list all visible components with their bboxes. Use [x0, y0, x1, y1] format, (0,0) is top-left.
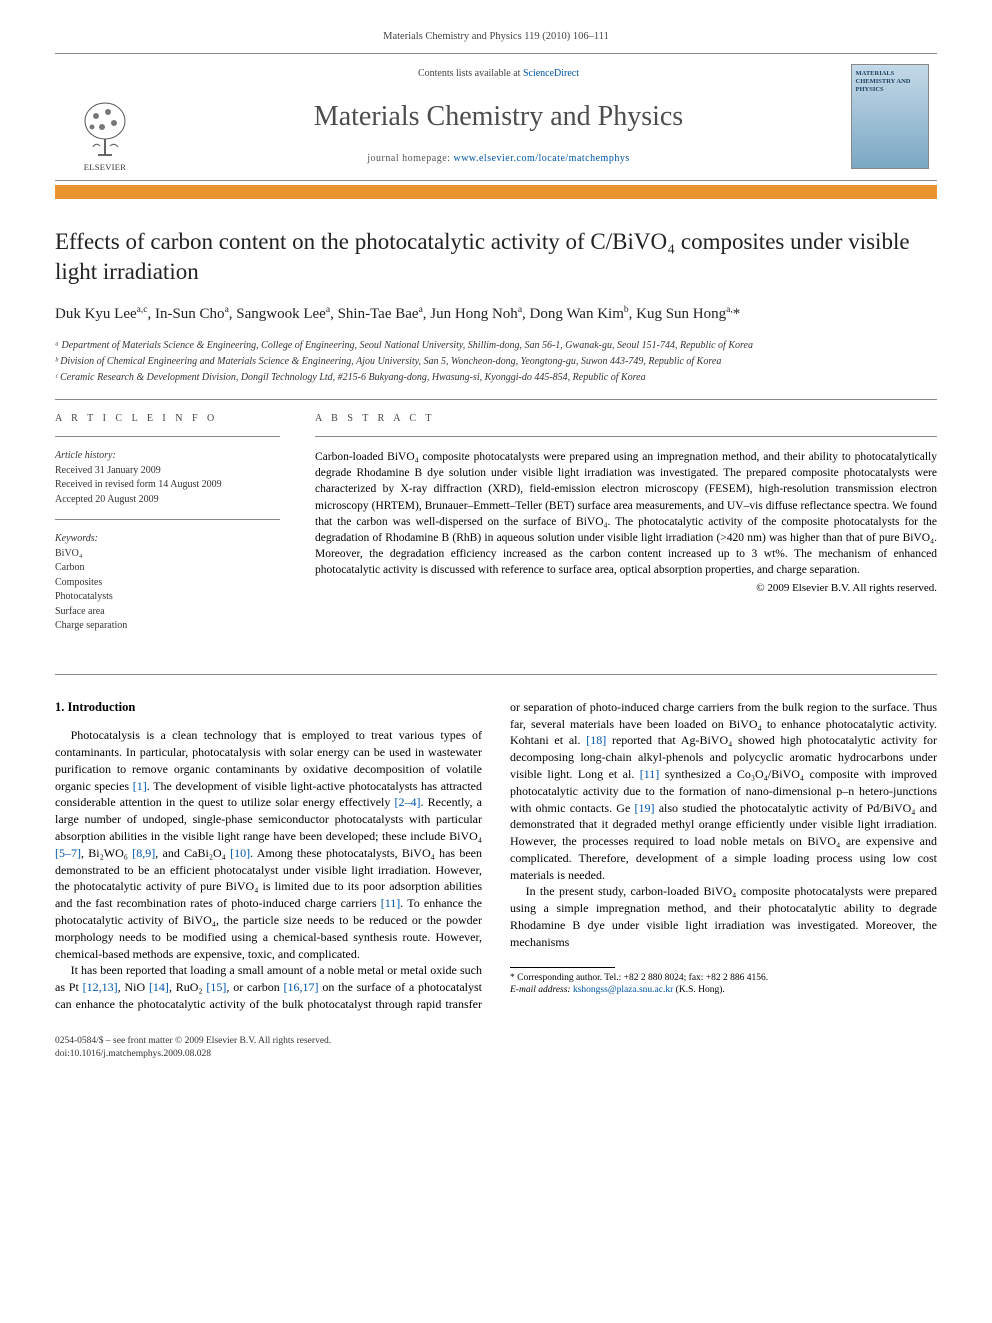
- accepted-date: Accepted 20 August 2009: [55, 493, 280, 508]
- corresponding-author: * Corresponding author. Tel.: +82 2 880 …: [510, 972, 937, 985]
- homepage-line: journal homepage: www.elsevier.com/locat…: [367, 152, 629, 166]
- info-abstract-row: A R T I C L E I N F O Article history: R…: [55, 412, 937, 646]
- abstract-column: A B S T R A C T Carbon-loaded BiVO₄ comp…: [315, 412, 937, 646]
- history-block: Article history: Received 31 January 200…: [55, 449, 280, 507]
- footer-issn: 0254-0584/$ – see front matter © 2009 El…: [55, 1035, 937, 1048]
- affiliation-item: ᵃ Department of Materials Science & Engi…: [55, 338, 937, 353]
- affiliations-block: ᵃ Department of Materials Science & Engi…: [55, 338, 937, 385]
- orange-divider-bar: [55, 185, 937, 199]
- author-list: Duk Kyu Leea,c, In-Sun Choa, Sangwook Le…: [55, 304, 937, 326]
- banner-center: Contents lists available at ScienceDirec…: [155, 54, 842, 180]
- keyword-item: Surface area: [55, 605, 280, 620]
- email-label: E-mail address:: [510, 985, 573, 995]
- cover-title: MATERIALS CHEMISTRY AND PHYSICS: [856, 70, 924, 94]
- footnote-rule: [510, 967, 615, 968]
- keyword-item: Charge separation: [55, 619, 280, 634]
- publisher-name: ELSEVIER: [84, 162, 127, 174]
- abstract-heading: A B S T R A C T: [315, 412, 937, 426]
- sciencedirect-link[interactable]: ScienceDirect: [523, 68, 579, 79]
- footer-block: 0254-0584/$ – see front matter © 2009 El…: [55, 1035, 937, 1061]
- keyword-item: Carbon: [55, 561, 280, 576]
- abstract-divider: [315, 436, 937, 437]
- body-two-column: 1. Introduction Photocatalysis is a clea…: [55, 699, 937, 1013]
- footnote-block: * Corresponding author. Tel.: +82 2 880 …: [510, 972, 937, 998]
- received-date: Received 31 January 2009: [55, 464, 280, 479]
- email-suffix: (K.S. Hong).: [673, 985, 724, 995]
- keyword-item: Composites: [55, 576, 280, 591]
- affiliation-item: ᶜ Ceramic Research & Development Divisio…: [55, 370, 937, 385]
- footer-doi: doi:10.1016/j.matchemphys.2009.08.028: [55, 1048, 937, 1061]
- info-divider-1: [55, 436, 280, 437]
- body-paragraphs: Photocatalysis is a clean technology tha…: [55, 699, 937, 1013]
- journal-banner: ELSEVIER Contents lists available at Sci…: [55, 53, 937, 181]
- info-divider-2: [55, 519, 280, 520]
- revised-date: Received in revised form 14 August 2009: [55, 478, 280, 493]
- journal-cover-cell: MATERIALS CHEMISTRY AND PHYSICS: [842, 54, 937, 180]
- body-paragraph: Photocatalysis is a clean technology tha…: [55, 727, 482, 962]
- article-title: Effects of carbon content on the photoca…: [55, 227, 937, 287]
- elsevier-tree-icon: [78, 99, 133, 159]
- elsevier-logo: ELSEVIER: [70, 89, 140, 174]
- keywords-list: BiVO₄CarbonCompositesPhotocatalystsSurfa…: [55, 547, 280, 634]
- keyword-item: Photocatalysts: [55, 590, 280, 605]
- section-1-heading: 1. Introduction: [55, 699, 482, 717]
- divider-top: [55, 399, 937, 400]
- email-link[interactable]: kshongss@plaza.snu.ac.kr: [573, 985, 673, 995]
- article-info-heading: A R T I C L E I N F O: [55, 412, 280, 426]
- contents-list-line: Contents lists available at ScienceDirec…: [418, 67, 579, 81]
- journal-name: Materials Chemistry and Physics: [314, 97, 683, 136]
- email-line: E-mail address: kshongss@plaza.snu.ac.kr…: [510, 984, 937, 997]
- abstract-text: Carbon-loaded BiVO₄ composite photocatal…: [315, 449, 937, 578]
- abstract-copyright: © 2009 Elsevier B.V. All rights reserved…: [315, 581, 937, 596]
- body-paragraph: In the present study, carbon-loaded BiVO…: [510, 883, 937, 950]
- keywords-block: Keywords: BiVO₄CarbonCompositesPhotocata…: [55, 532, 280, 634]
- keyword-item: BiVO₄: [55, 547, 280, 562]
- contents-prefix: Contents lists available at: [418, 68, 523, 79]
- article-info-column: A R T I C L E I N F O Article history: R…: [55, 412, 280, 646]
- affiliation-item: ᵇ Division of Chemical Engineering and M…: [55, 354, 937, 369]
- keywords-label: Keywords:: [55, 532, 280, 547]
- history-label: Article history:: [55, 449, 280, 464]
- publisher-logo-cell: ELSEVIER: [55, 54, 155, 180]
- divider-mid: [55, 674, 937, 675]
- journal-cover-thumbnail: MATERIALS CHEMISTRY AND PHYSICS: [851, 64, 929, 169]
- homepage-link[interactable]: www.elsevier.com/locate/matchemphys: [453, 153, 629, 164]
- homepage-prefix: journal homepage:: [367, 153, 453, 164]
- header-citation: Materials Chemistry and Physics 119 (201…: [55, 30, 937, 45]
